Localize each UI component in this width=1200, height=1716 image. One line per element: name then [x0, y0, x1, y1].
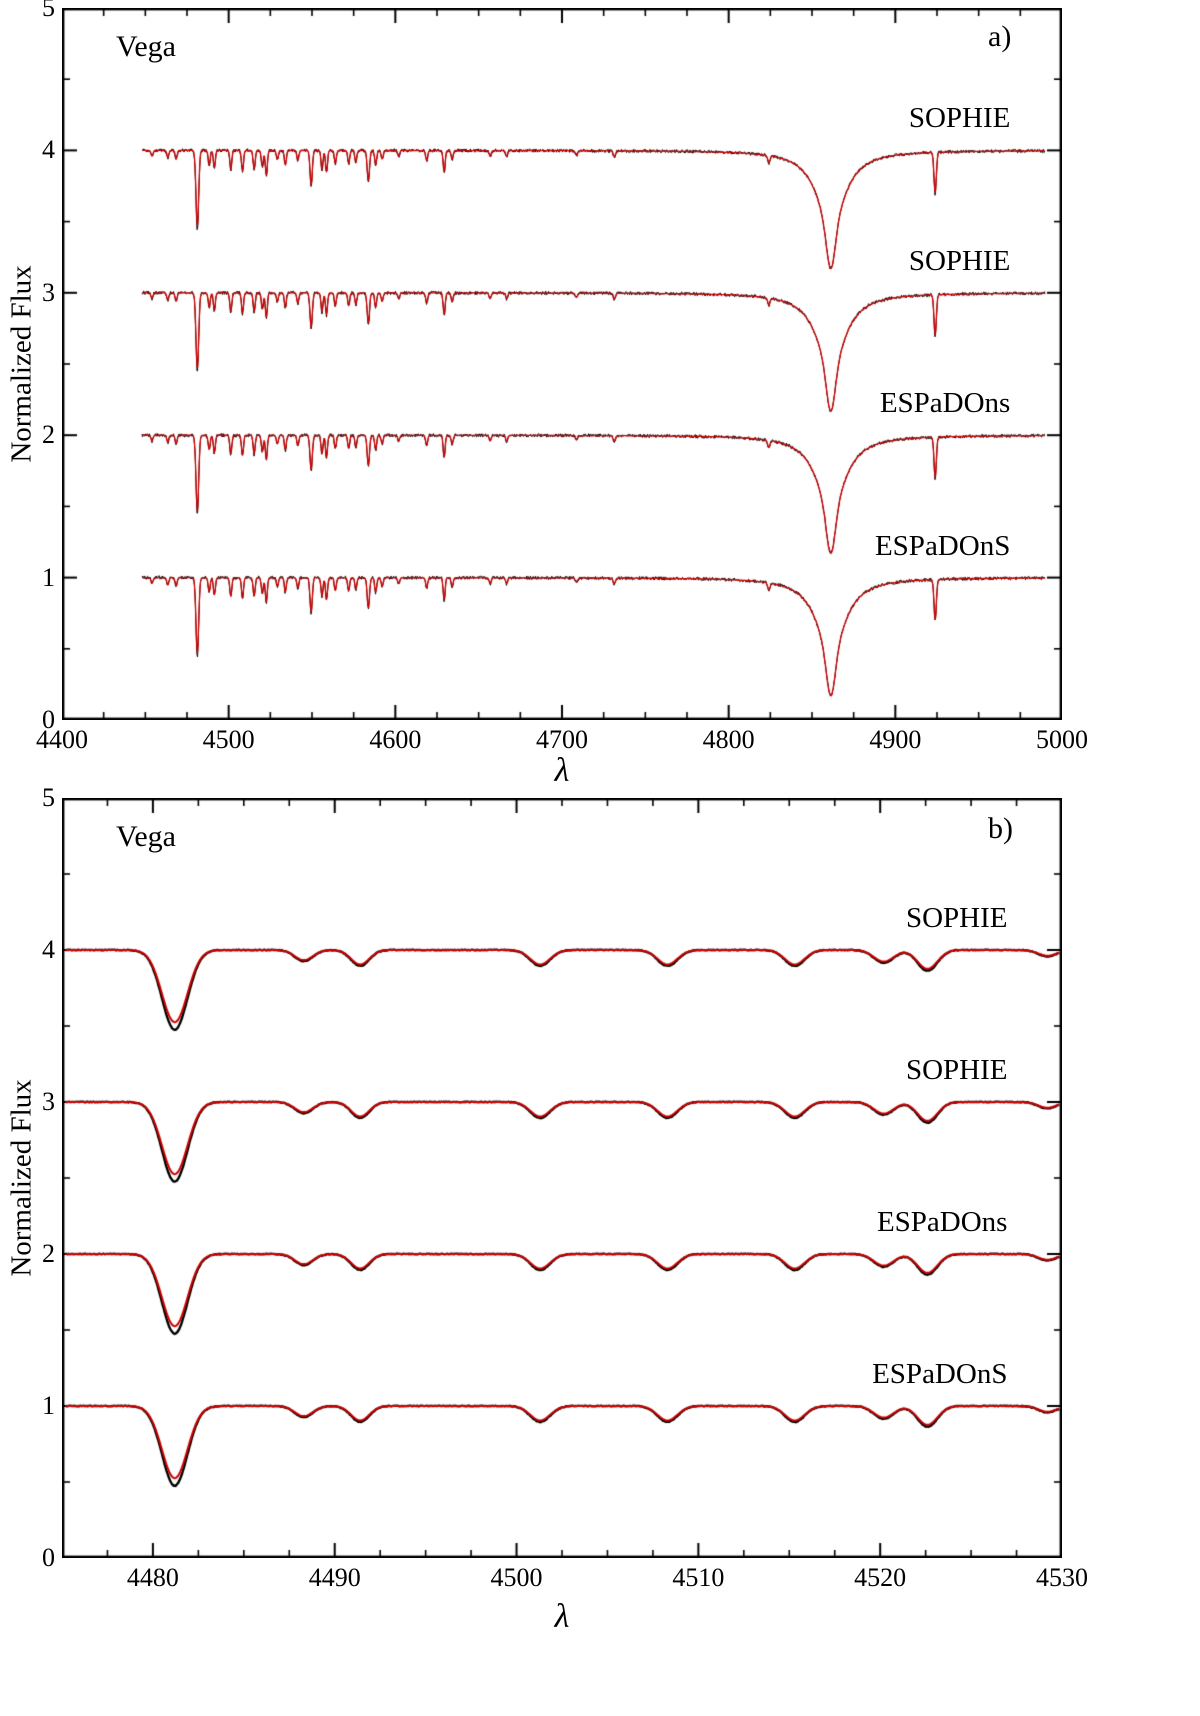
star-name-label: Vega — [116, 30, 176, 63]
x-tick-label: 4500 — [202, 725, 255, 754]
spectrum-label: ESPaDOnS — [874, 529, 1011, 562]
x-tick-label: 4480 — [126, 1563, 179, 1592]
spectrum-label: SOPHIE — [908, 102, 1011, 135]
star-name-label: Vega — [116, 820, 176, 853]
y-tick-label: 0 — [42, 705, 55, 734]
spectrum-label: ESPaDOns — [876, 1206, 1008, 1238]
x-tick-label: 4700 — [536, 725, 588, 754]
y-tick-label: 4 — [42, 935, 55, 964]
y-axis-title-a: Normalized Flux — [5, 265, 38, 463]
x-tick-label: 4400 — [36, 725, 88, 754]
x-tick-label: 4500 — [490, 1563, 543, 1592]
x-axis-title-a: λ — [554, 752, 570, 789]
y-tick-label: 1 — [42, 562, 55, 592]
x-tick-label: 4520 — [854, 1563, 907, 1592]
x-tick-label: 4490 — [308, 1563, 361, 1592]
x-axis-title-b: λ — [554, 1598, 570, 1635]
y-tick-label: 4 — [42, 135, 55, 165]
y-tick-label: 3 — [42, 277, 55, 307]
x-tick-label: 5000 — [1036, 725, 1088, 754]
spectrum-label: SOPHIE — [905, 902, 1008, 934]
x-tick-label: 4510 — [672, 1563, 725, 1592]
spectrum-label: ESPaDOnS — [872, 1358, 1008, 1390]
y-tick-label: 5 — [42, 783, 55, 812]
x-tick-label: 4530 — [1036, 1563, 1088, 1592]
x-tick-label: 4600 — [369, 725, 422, 754]
panel-letter-b: b) — [988, 812, 1013, 845]
y-tick-label: 3 — [42, 1087, 55, 1116]
y-tick-label: 1 — [42, 1391, 55, 1420]
x-tick-label: 4800 — [702, 725, 755, 754]
y-tick-label: 2 — [42, 420, 55, 450]
spectra-plot-b — [62, 798, 1062, 1558]
spectra-plot-a — [62, 8, 1062, 720]
spectrum-label: SOPHIE — [905, 1054, 1008, 1086]
x-tick-label: 4900 — [869, 725, 922, 754]
panel-b: Vega b) Normalized Flux λ 4480 4490 4500 45… — [0, 783, 1200, 1716]
y-tick-label: 2 — [42, 1239, 55, 1268]
y-tick-label: 0 — [42, 1543, 55, 1572]
y-axis-title-b: Normalized Flux — [5, 1079, 38, 1277]
y-tick-label: 5 — [42, 0, 55, 22]
panel-a: Vega a) Normalized Flux λ 4400 4500 4600 47… — [0, 0, 1200, 789]
spectrum-label: ESPaDOns — [879, 387, 1011, 420]
panel-letter-a: a) — [988, 20, 1012, 53]
spectrum-label: SOPHIE — [908, 244, 1011, 277]
